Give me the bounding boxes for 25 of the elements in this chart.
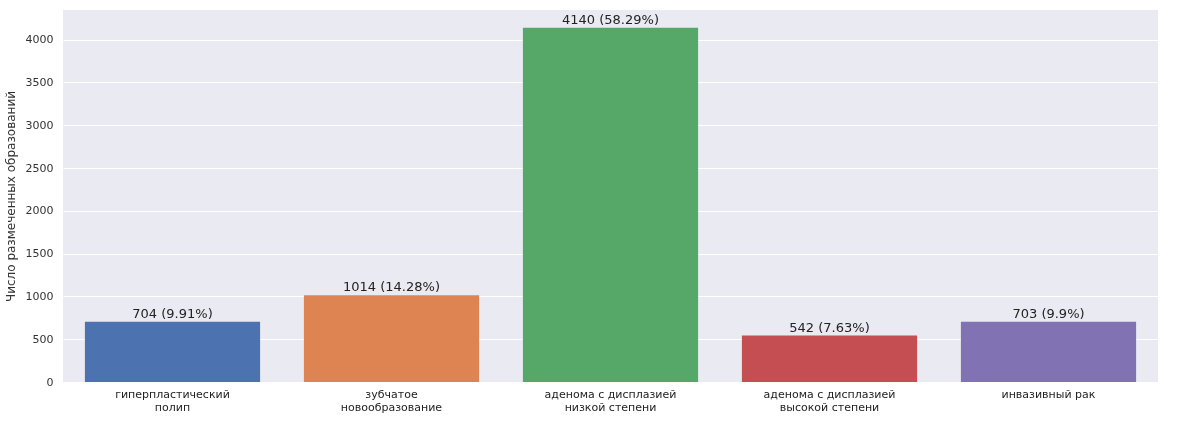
data-label: 703 (9.9%) [1012, 305, 1085, 321]
y-tick-label: 4000 [25, 33, 54, 47]
y-tick-label: 1500 [25, 247, 54, 261]
y-tick-label: 3000 [25, 118, 54, 132]
y-tick-label: 3500 [25, 75, 54, 89]
y-tick-label: 500 [32, 332, 54, 346]
bar [741, 335, 918, 382]
y-tick-label: 1000 [25, 289, 54, 303]
x-tick-label: гиперпластический полип [115, 387, 230, 414]
y-tick-label: 0 [46, 375, 54, 389]
x-tick-label: инвазивный рак [1001, 387, 1096, 401]
bar [84, 321, 261, 382]
x-tick-label: аденома с дисплазией низкой степени [544, 387, 677, 414]
bar [960, 321, 1137, 382]
y-axis-title: Число размеченных образований [3, 90, 18, 303]
y-tick-label: 2000 [25, 204, 54, 218]
data-label: 1014 (14.28%) [343, 279, 440, 295]
x-tick-label: аденома с дисплазией высокой степени [763, 387, 896, 414]
bar [303, 295, 480, 382]
y-tick-label: 2500 [25, 161, 54, 175]
data-label: 4140 (58.29%) [562, 11, 659, 27]
bar [522, 27, 699, 382]
data-label: 542 (7.63%) [789, 319, 870, 335]
data-label: 704 (9.91%) [132, 305, 213, 321]
x-tick-label: зубчатое новообразование [340, 387, 443, 414]
